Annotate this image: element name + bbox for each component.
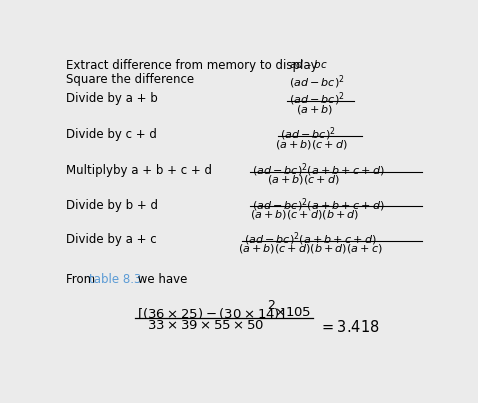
Text: $[(36 \times 25) - (30 \times 14)]$: $[(36 \times 25) - (30 \times 14)]$ [137,306,285,321]
Text: Divide by c + d: Divide by c + d [66,128,157,141]
Text: $33 \times 39 \times 55 \times 50$: $33 \times 39 \times 55 \times 50$ [147,320,265,332]
Text: $(ad - bc)^2$: $(ad - bc)^2$ [280,125,336,143]
Text: $= 3.418$: $= 3.418$ [319,320,380,335]
Text: $(ad - bc)^2(a + b + c + d)$: $(ad - bc)^2(a + b + c + d)$ [244,231,377,249]
Text: $(a + b)$: $(a + b)$ [296,103,334,116]
Text: $(ad - bc)^2$: $(ad - bc)^2$ [289,91,345,108]
Text: we have: we have [134,273,187,286]
Text: $(ad - bc)^2(a + b + c + d)$: $(ad - bc)^2(a + b + c + d)$ [252,162,384,179]
Text: $(ad - bc)^2(a + b + c + d)$: $(ad - bc)^2(a + b + c + d)$ [252,196,384,214]
Text: $(a + b)(c + d)(b + d)$: $(a + b)(c + d)(b + d)$ [250,208,359,221]
Text: $2$: $2$ [268,299,276,312]
Text: Divide by a + b: Divide by a + b [66,92,158,105]
Text: Extract difference from memory to display: Extract difference from memory to displa… [66,59,317,72]
Text: $\mathit{ad}$ – $\mathit{bc}$: $\mathit{ad}$ – $\mathit{bc}$ [289,58,328,70]
Text: $(a + b)(c + d)$: $(a + b)(c + d)$ [268,173,340,186]
Text: $(ad - bc)^2$: $(ad - bc)^2$ [289,73,345,91]
Text: $\times 105$: $\times 105$ [273,306,311,319]
Text: Multiplyby a + b + c + d: Multiplyby a + b + c + d [66,164,212,177]
Text: Divide by b + d: Divide by b + d [66,199,158,212]
Text: $(a + b)(c + d)(b + d)(a + c)$: $(a + b)(c + d)(b + d)(a + c)$ [238,242,382,256]
Text: Square the difference: Square the difference [66,73,194,86]
Text: table 8.3: table 8.3 [89,273,141,286]
Text: Divide by a + c: Divide by a + c [66,233,157,246]
Text: $(a + b)(c + d)$: $(a + b)(c + d)$ [275,138,348,151]
Text: From: From [66,273,99,286]
